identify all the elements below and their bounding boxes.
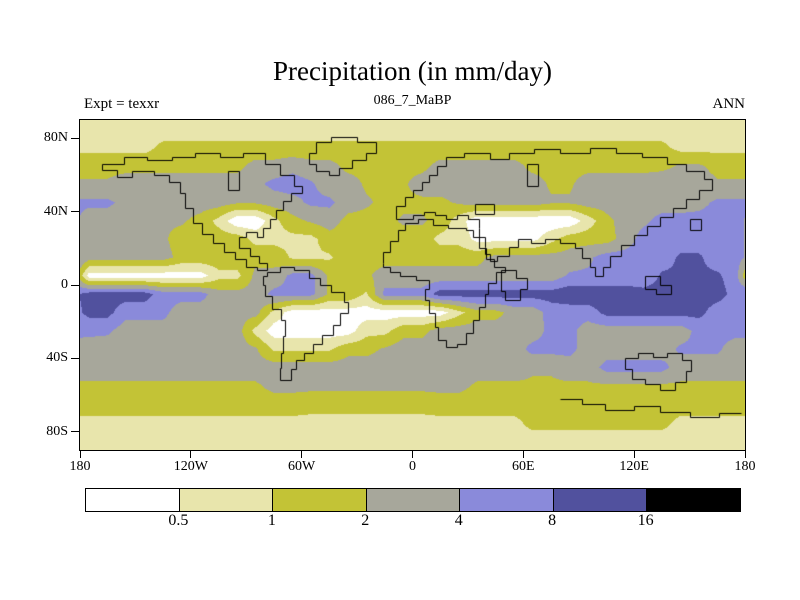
x-tick-label: 60E [512,459,535,474]
x-tick [79,451,81,458]
colorbar-cell [647,489,741,511]
colorbar-tick-label: 2 [361,512,370,529]
colorbar-tick-label: 4 [454,512,463,529]
x-tick [522,451,524,458]
map-canvas [80,120,745,450]
x-tick-label: 120W [173,459,208,474]
x-tick-label: 180 [69,459,91,474]
experiment-label: Expt = texxr [84,96,160,112]
x-tick [412,451,413,458]
colorbar-cell [86,489,180,511]
y-tick [71,284,79,286]
y-tick [71,211,79,213]
colorbar-tick-label: 8 [548,512,557,529]
y-tick-label: 0 [61,277,68,292]
y-tick-label: 40N [43,203,68,219]
y-tick-label: 40S [46,350,68,366]
colorbar-cell [179,489,274,511]
y-tick [71,137,79,139]
x-tick-label: 0 [409,459,416,474]
x-tick-label: 120E [619,459,649,474]
x-tick-label: 180 [734,459,756,474]
chart-title: Precipitation (in mm/day) [273,56,552,86]
chart-subtitle: 086_7_MaBP [373,93,452,108]
x-tick [190,451,192,458]
colorbar-tick-label: 16 [637,512,654,529]
y-tick-label: 80N [43,130,68,146]
colorbar-cell [460,489,554,511]
x-tick-label: 60W [288,459,316,474]
colorbar [85,488,741,512]
colorbar-cell [366,489,461,511]
colorbar-tick-label: 1 [267,512,276,529]
colorbar-cell [553,489,648,511]
colorbar-tick-label: 0.5 [168,512,189,529]
y-tick [71,357,79,359]
x-tick [301,451,303,458]
x-tick [633,451,635,458]
season-label: ANN [712,96,746,112]
y-tick [71,431,79,433]
y-tick-label: 80S [46,423,68,439]
map-frame [79,119,746,451]
colorbar-cell [273,489,367,511]
x-tick [744,451,746,458]
